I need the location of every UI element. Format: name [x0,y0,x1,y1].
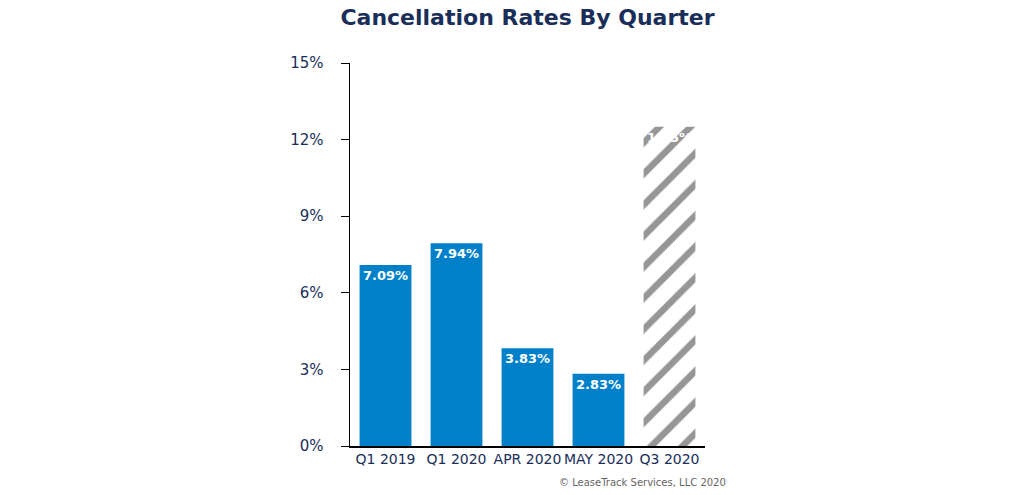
svg-text:Q3 2020: Q3 2020 [639,451,699,467]
svg-text:3.83%: 3.83% [505,351,550,366]
svg-text:12%: 12% [290,131,323,149]
svg-text:15%: 15% [290,54,323,72]
svg-text:3%: 3% [300,361,324,379]
svg-text:Cancellation Rates By Quarter: Cancellation Rates By Quarter [340,5,714,30]
svg-text:Q1 2020: Q1 2020 [426,451,486,467]
svg-text:9%: 9% [300,207,324,225]
svg-text:2.83%: 2.83% [576,377,621,392]
svg-text:6%: 6% [300,284,324,302]
svg-text:APR 2020: APR 2020 [494,451,562,467]
svg-text:MAY 2020: MAY 2020 [564,451,633,467]
svg-text:12.5%: 12.5% [647,130,692,145]
svg-text:7.09%: 7.09% [363,268,408,283]
svg-text:© LeaseTrack Services, LLC 202: © LeaseTrack Services, LLC 2020 [559,477,726,488]
svg-text:7.94%: 7.94% [434,246,479,261]
svg-text:0%: 0% [300,437,324,455]
svg-text:Q1 2019: Q1 2019 [355,451,415,467]
